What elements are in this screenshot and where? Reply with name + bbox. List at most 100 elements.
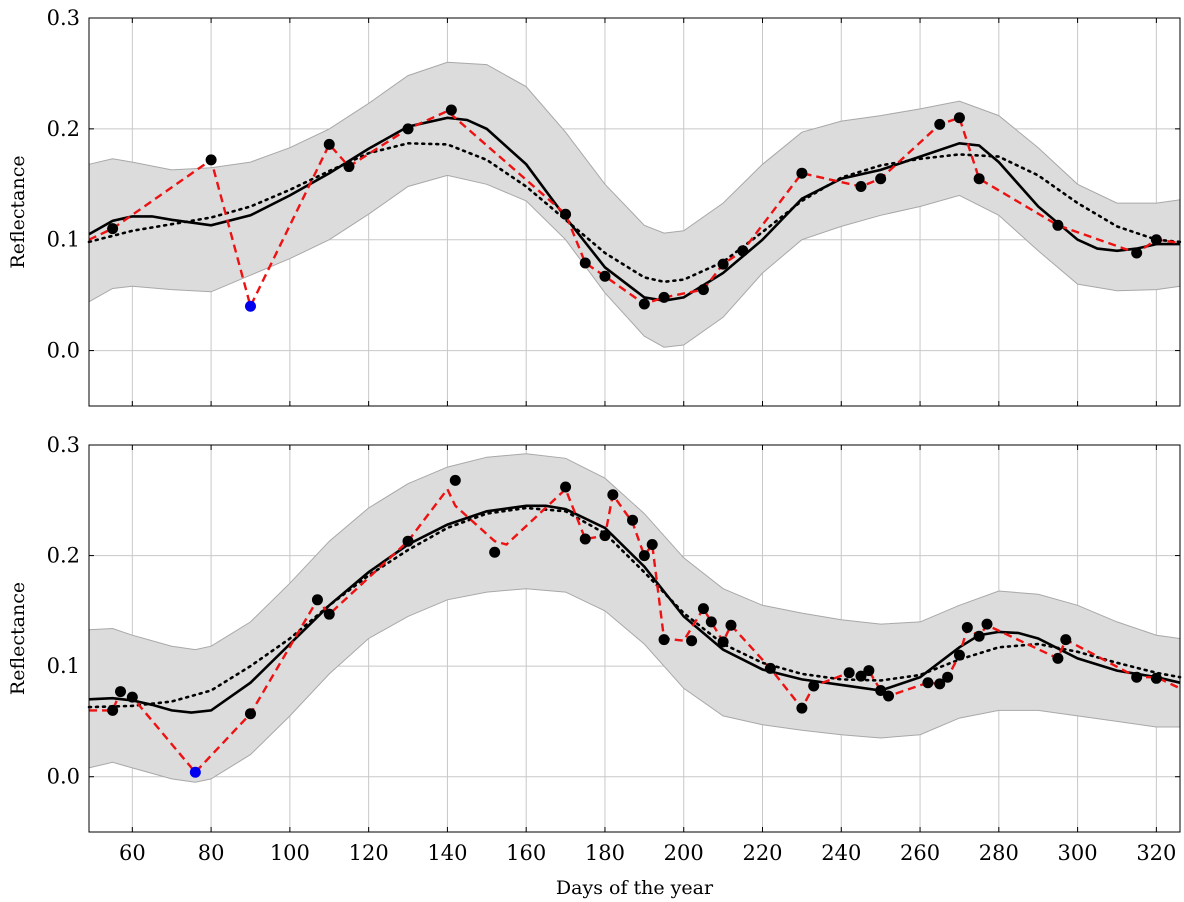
data-point — [449, 474, 461, 486]
data-point — [1131, 247, 1143, 259]
data-point — [697, 284, 709, 296]
x-tick-label: 160 — [506, 841, 546, 865]
data-point — [658, 634, 670, 646]
data-point — [489, 546, 501, 558]
y-tick-label: 0.1 — [47, 228, 80, 252]
data-point — [764, 662, 776, 674]
data-point — [402, 123, 414, 135]
data-point — [560, 208, 572, 220]
data-point — [244, 708, 256, 720]
data-point — [638, 298, 650, 310]
data-point — [796, 167, 808, 179]
data-point — [560, 481, 572, 493]
outlier-point — [189, 766, 201, 778]
data-point — [953, 112, 965, 124]
data-point — [638, 550, 650, 562]
data-point — [686, 635, 698, 647]
data-point — [646, 539, 658, 551]
x-axis-title: Days of the year — [556, 877, 714, 899]
data-point — [311, 594, 323, 606]
x-tick-label: 80 — [198, 841, 225, 865]
x-tick-label: 280 — [979, 841, 1019, 865]
data-point — [705, 616, 717, 628]
x-tick-label: 120 — [349, 841, 389, 865]
data-point — [1131, 671, 1143, 683]
data-point — [953, 649, 965, 661]
uncertainty-band — [88, 453, 1181, 783]
series-solid-line — [88, 116, 1180, 303]
data-point — [855, 670, 867, 682]
data-point — [1052, 652, 1064, 664]
series-dotted-line — [87, 141, 1182, 284]
y-tick-label: 0.0 — [47, 765, 80, 789]
data-point — [599, 270, 611, 282]
data-point — [717, 636, 729, 648]
data-point — [658, 291, 670, 303]
x-tick-label: 300 — [1058, 841, 1098, 865]
data-point — [1052, 219, 1064, 231]
data-point — [115, 686, 127, 698]
data-point — [599, 530, 611, 542]
outlier-point — [244, 300, 256, 312]
data-point — [579, 257, 591, 269]
data-point — [126, 691, 138, 703]
data-point — [883, 690, 895, 702]
x-tick-label: 60 — [119, 841, 146, 865]
data-point — [808, 680, 820, 692]
series-dotted-line — [87, 506, 1182, 709]
data-point — [973, 173, 985, 185]
data-point — [107, 704, 119, 716]
data-point — [323, 608, 335, 620]
data-point — [934, 118, 946, 130]
x-tick-label: 100 — [270, 841, 310, 865]
y-tick-label: 0.2 — [47, 544, 80, 568]
y-tick-label: 0.2 — [47, 117, 80, 141]
x-tick-label: 220 — [742, 841, 782, 865]
data-point — [627, 514, 639, 526]
data-point — [343, 161, 355, 173]
data-point — [607, 489, 619, 501]
plot-frame — [88, 444, 1181, 833]
plot-frame — [88, 17, 1181, 407]
data-point — [961, 621, 973, 633]
top-panel: 0.0 0.1 0.2 0.3 Reflectance — [7, 6, 1182, 407]
data-point — [579, 533, 591, 545]
data-point — [737, 245, 749, 257]
series-dashed-line — [89, 486, 1181, 775]
series-solid-line — [88, 504, 1181, 714]
data-point — [875, 684, 887, 696]
data-point — [717, 258, 729, 270]
y-tick-label: 0.3 — [47, 6, 80, 30]
data-point — [725, 619, 737, 631]
x-tick-label: 200 — [664, 841, 704, 865]
data-point — [981, 618, 993, 630]
data-point — [863, 665, 875, 677]
data-point — [107, 223, 119, 235]
data-point — [205, 154, 217, 166]
data-point — [855, 181, 867, 193]
data-point — [402, 535, 414, 547]
data-point — [323, 138, 335, 150]
x-tick-label: 140 — [427, 841, 467, 865]
data-point — [875, 173, 887, 185]
data-point — [922, 677, 934, 689]
y-axis-title: Reflectance — [7, 582, 29, 695]
data-point — [1150, 672, 1162, 684]
data-point — [1150, 234, 1162, 246]
y-tick-label: 0.1 — [47, 654, 80, 678]
y-axis-title: Reflectance — [7, 155, 29, 268]
bottom-panel: 0.0 0.1 0.2 0.3 Reflectance 60 80 100 120 140 160 1… — [7, 433, 1182, 899]
x-tick-label: 240 — [821, 841, 861, 865]
data-point — [445, 104, 457, 116]
data-point — [973, 630, 985, 642]
data-point — [942, 671, 954, 683]
x-tick-label: 180 — [585, 841, 625, 865]
y-tick-label: 0.3 — [47, 433, 80, 457]
data-point — [843, 667, 855, 679]
x-tick-label: 320 — [1136, 841, 1176, 865]
x-tick-label: 260 — [900, 841, 940, 865]
data-point — [934, 678, 946, 690]
data-point — [697, 603, 709, 615]
data-point — [1060, 634, 1072, 646]
